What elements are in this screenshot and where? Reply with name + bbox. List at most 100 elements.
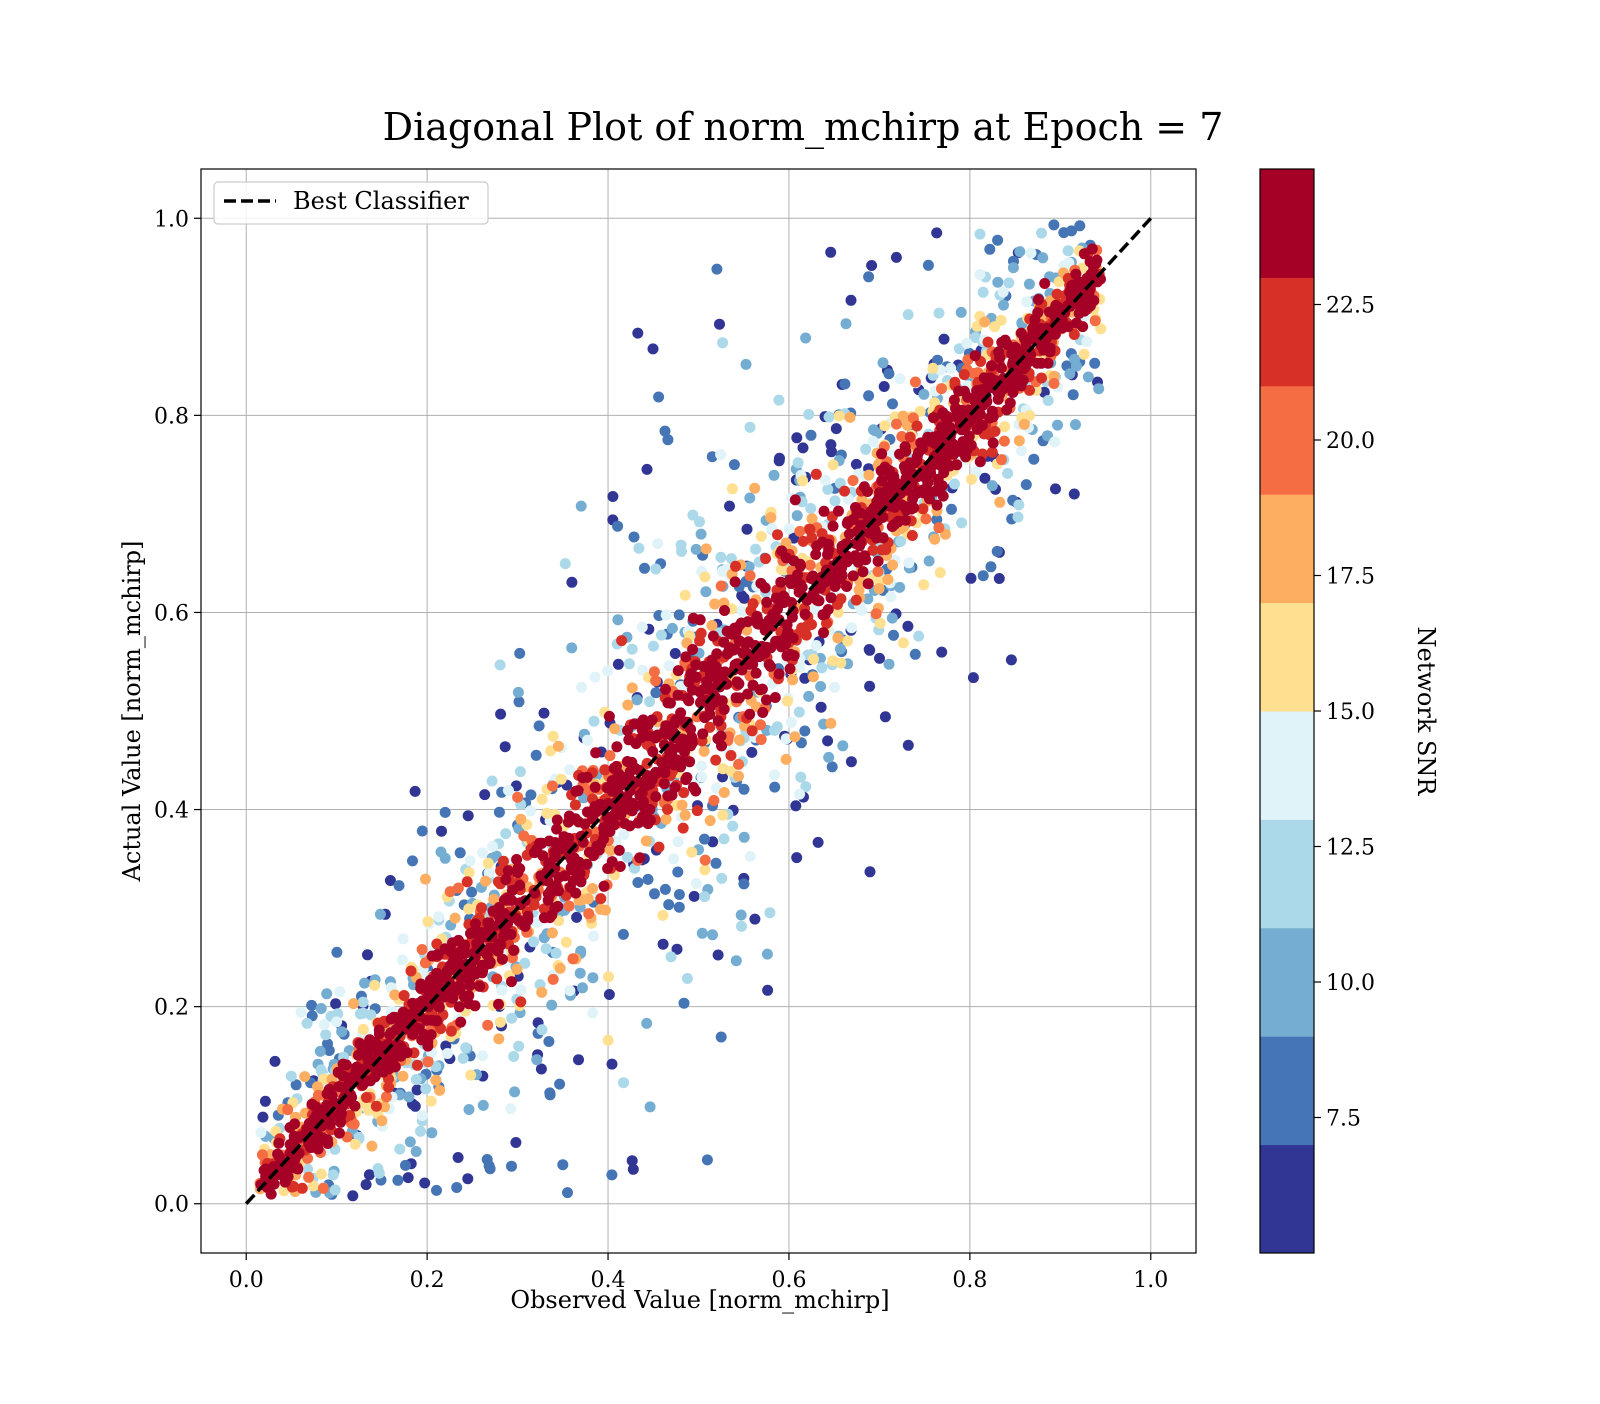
scatter-point bbox=[273, 1151, 285, 1163]
scatter-point bbox=[938, 333, 950, 345]
scatter-point bbox=[379, 1101, 390, 1113]
scatter-point bbox=[1007, 386, 1019, 398]
scatter-point bbox=[616, 635, 628, 647]
scatter-point bbox=[404, 1136, 416, 1148]
scatter-point bbox=[956, 517, 968, 529]
scatter-point bbox=[1003, 277, 1015, 289]
scatter-point bbox=[544, 1089, 556, 1101]
scatter-point bbox=[565, 862, 577, 874]
x-tick-label: 0.2 bbox=[410, 1268, 445, 1293]
scatter-point bbox=[742, 688, 754, 700]
scatter-point bbox=[826, 761, 838, 773]
scatter-point bbox=[897, 637, 909, 649]
scatter-point bbox=[932, 354, 943, 366]
scatter-point bbox=[987, 437, 999, 449]
scatter-point bbox=[522, 910, 534, 922]
scatter-point bbox=[452, 1152, 464, 1163]
scatter-point bbox=[452, 882, 464, 894]
scatter-point bbox=[695, 696, 707, 707]
scatter-point bbox=[666, 622, 678, 634]
scatter-point bbox=[302, 1152, 314, 1164]
scatter-point bbox=[1007, 262, 1019, 274]
scatter-point bbox=[895, 535, 907, 547]
scatter-point bbox=[769, 692, 781, 703]
scatter-point bbox=[1048, 378, 1060, 389]
scatter-point bbox=[967, 672, 979, 684]
scatter-point bbox=[730, 626, 742, 638]
scatter-point bbox=[762, 984, 774, 996]
colorbar-tick-label: 20.0 bbox=[1326, 429, 1375, 454]
scatter-point bbox=[750, 667, 762, 679]
scatter-point bbox=[466, 886, 478, 898]
scatter-point bbox=[366, 1140, 378, 1152]
scatter-point bbox=[1042, 430, 1053, 442]
scatter-point bbox=[991, 545, 1003, 557]
scatter-point bbox=[636, 664, 648, 676]
scatter-point bbox=[618, 829, 630, 841]
x-tick-label: 1.0 bbox=[1133, 1268, 1168, 1293]
scatter-point bbox=[733, 678, 745, 690]
scatter-point bbox=[499, 741, 511, 753]
scatter-point bbox=[775, 576, 787, 588]
scatter-point bbox=[647, 746, 659, 758]
scatter-point bbox=[769, 781, 781, 793]
scatter-point bbox=[923, 493, 935, 505]
scatter-point bbox=[296, 1182, 308, 1194]
scatter-point bbox=[439, 806, 451, 818]
scatter-point bbox=[668, 853, 680, 865]
scatter-point bbox=[755, 734, 767, 745]
scatter-point bbox=[569, 813, 581, 825]
scatter-point bbox=[818, 505, 830, 517]
colorbar-segment bbox=[1260, 602, 1314, 712]
scatter-point bbox=[868, 424, 879, 436]
scatter-point bbox=[877, 357, 889, 369]
scatter-point bbox=[555, 773, 567, 785]
scatter-point bbox=[687, 509, 699, 521]
scatter-point bbox=[759, 647, 771, 659]
scatter-point bbox=[393, 880, 405, 892]
scatter-point bbox=[897, 410, 909, 422]
scatter-point bbox=[922, 259, 934, 271]
scatter-point bbox=[761, 596, 773, 608]
scatter-point bbox=[663, 660, 675, 672]
scatter-point bbox=[738, 831, 750, 843]
scatter-point bbox=[818, 627, 829, 639]
scatter-point bbox=[744, 850, 756, 862]
scatter-point bbox=[602, 1034, 614, 1046]
scatter-point bbox=[378, 1057, 390, 1069]
scatter-point bbox=[403, 1091, 415, 1103]
scatter-point bbox=[484, 942, 496, 954]
scatter-point bbox=[650, 687, 662, 699]
scatter-point bbox=[595, 893, 607, 905]
scatter-point bbox=[1082, 371, 1094, 383]
scatter-point bbox=[502, 865, 514, 877]
scatter-point bbox=[575, 876, 587, 888]
scatter-point bbox=[816, 528, 828, 540]
scatter-point bbox=[995, 362, 1007, 374]
scatter-point bbox=[1036, 372, 1047, 384]
scatter-point bbox=[772, 603, 783, 615]
scatter-point bbox=[547, 730, 559, 742]
scatter-point bbox=[551, 823, 563, 835]
scatter-point bbox=[834, 643, 846, 655]
scatter-point bbox=[587, 883, 598, 894]
scatter-point bbox=[318, 1073, 330, 1085]
scatter-point bbox=[1024, 384, 1035, 396]
scatter-point bbox=[718, 833, 730, 845]
scatter-point bbox=[384, 875, 396, 886]
scatter-point bbox=[496, 984, 508, 996]
y-axis-ticks: 0.0 0.2 0.4 0.6 0.8 1.0 bbox=[154, 207, 201, 1218]
scatter-point bbox=[894, 581, 906, 593]
scatter-point bbox=[583, 908, 595, 920]
scatter-point bbox=[826, 446, 837, 458]
scatter-point bbox=[560, 837, 572, 849]
scatter-point bbox=[850, 458, 862, 470]
scatter-point bbox=[712, 949, 724, 961]
scatter-point bbox=[738, 878, 750, 890]
scatter-point bbox=[999, 334, 1011, 346]
scatter-point bbox=[1066, 225, 1077, 237]
scatter-point bbox=[402, 1172, 414, 1184]
scatter-point bbox=[1015, 327, 1027, 339]
scatter-point bbox=[746, 746, 758, 758]
scatter-point bbox=[806, 513, 818, 525]
